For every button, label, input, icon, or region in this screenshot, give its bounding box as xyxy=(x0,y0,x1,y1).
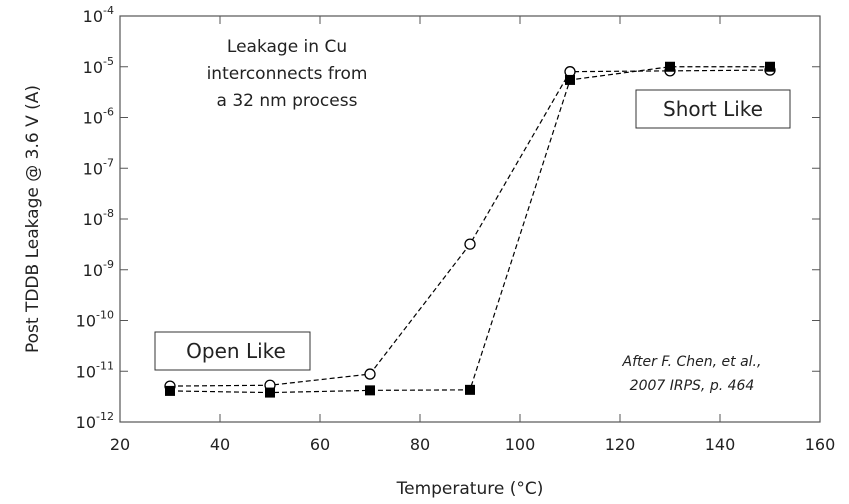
x-tick-label: 40 xyxy=(210,435,230,454)
label-box xyxy=(635,89,791,129)
y-axis-label: Post TDDB Leakage @ 3.6 V (A) xyxy=(23,85,43,353)
x-tick-label: 60 xyxy=(310,435,330,454)
point xyxy=(165,385,175,396)
x-axis-label: Temperature (°C) xyxy=(396,479,544,499)
y-tick-label: 10-10 xyxy=(76,309,114,331)
point xyxy=(265,387,275,398)
annotation: Leakage in Cu xyxy=(227,37,347,57)
x-tick-label: 160 xyxy=(805,435,836,454)
annotation: 2007 IRPS, p. 464 xyxy=(630,378,755,394)
annotation: interconnects from xyxy=(207,64,368,84)
annotation: Open Like xyxy=(186,339,286,363)
y-tick-label: 10-11 xyxy=(76,359,114,381)
point xyxy=(464,238,476,250)
y-tick-label: 10-9 xyxy=(83,258,114,280)
y-tick-label: 10-5 xyxy=(83,55,114,77)
annotation: Short Like xyxy=(663,97,763,121)
x-tick-label: 100 xyxy=(505,435,536,454)
point xyxy=(364,368,376,380)
point xyxy=(465,384,475,395)
y-tick-label: 10-7 xyxy=(83,156,114,178)
x-tick-label: 140 xyxy=(705,435,736,454)
point xyxy=(365,385,375,396)
x-tick-label: 120 xyxy=(605,435,636,454)
annotation: After F. Chen, et al., xyxy=(622,354,762,370)
point xyxy=(665,61,675,72)
y-tick-label: 10-6 xyxy=(83,106,114,128)
point xyxy=(565,74,575,85)
y-tick-label: 10-12 xyxy=(76,410,114,432)
point xyxy=(765,61,775,72)
annotation: a 32 nm process xyxy=(217,91,358,111)
y-tick-label: 10-4 xyxy=(83,4,114,26)
y-tick-label: 10-8 xyxy=(83,207,114,229)
x-tick-label: 80 xyxy=(410,435,430,454)
x-tick-label: 20 xyxy=(110,435,130,454)
label-box xyxy=(154,331,311,371)
